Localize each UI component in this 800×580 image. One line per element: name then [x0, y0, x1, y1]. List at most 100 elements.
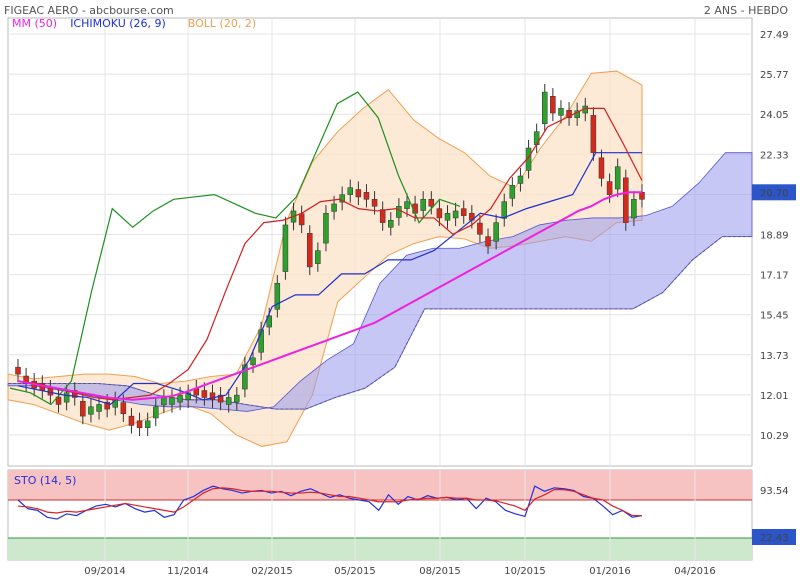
y-tick-label: 17.17	[760, 271, 789, 282]
candle	[104, 401, 110, 410]
ma50-line	[17, 191, 642, 401]
candle	[96, 404, 102, 412]
candle	[428, 199, 435, 207]
candle	[128, 415, 135, 426]
candle	[339, 194, 345, 203]
candle	[371, 199, 378, 207]
candle	[306, 233, 313, 268]
oversold-zone	[8, 538, 752, 560]
candle	[144, 420, 151, 429]
candle	[250, 357, 256, 366]
candle	[266, 315, 272, 328]
legend-entry: BOLL (20, 2)	[188, 17, 256, 30]
candle	[177, 394, 183, 403]
kijun-line	[17, 152, 642, 406]
y-tick-label: 13.73	[760, 351, 789, 362]
x-tick-label: 05/2015	[334, 566, 376, 577]
y-tick-label: 25.77	[760, 70, 789, 81]
candle	[315, 250, 321, 264]
candle	[201, 390, 208, 398]
legend-entry: MM (50)	[12, 17, 57, 30]
candle	[533, 131, 540, 145]
x-tick-label: 02/2015	[251, 566, 293, 577]
x-tick-label: 04/2016	[674, 566, 716, 577]
candle	[234, 394, 240, 403]
candle	[444, 213, 451, 221]
last-value-box	[752, 184, 796, 201]
candle	[136, 420, 143, 429]
sto-panel: 93.5430.00STO (14, 5)22.43	[7, 469, 796, 561]
candle	[63, 392, 70, 403]
candle	[185, 392, 191, 401]
candle	[452, 210, 459, 219]
x-tick-label: 08/2015	[419, 566, 461, 577]
candle	[436, 208, 443, 219]
candle	[550, 95, 556, 114]
y-tick-label: 10.29	[760, 431, 789, 442]
sto-d-line	[17, 487, 642, 517]
candle	[606, 181, 613, 195]
candle	[631, 199, 637, 219]
candle	[347, 187, 354, 195]
candle	[225, 397, 232, 405]
candle	[501, 201, 507, 219]
candle	[639, 192, 645, 200]
candle	[509, 185, 516, 199]
candle	[282, 224, 289, 272]
candle	[379, 209, 386, 223]
candle	[485, 236, 491, 247]
candle	[355, 189, 362, 198]
chart-title: FIGEAC AERO - abcbourse.com	[4, 4, 174, 17]
last-value-label: 20.70	[760, 188, 789, 199]
candle	[120, 402, 127, 415]
sto-legend: STO (14, 5)	[14, 474, 76, 487]
x-tick-label: 09/2014	[84, 566, 126, 577]
candle	[525, 147, 532, 171]
period-label: 2 ANS - HEBDO	[703, 4, 788, 17]
sto-tick-label: 93.54	[760, 486, 789, 497]
candle	[161, 397, 167, 406]
candle	[80, 400, 86, 417]
x-tick-label: 11/2014	[167, 566, 209, 577]
x-tick-label: 10/2015	[504, 566, 546, 577]
candle	[542, 91, 548, 125]
candle	[420, 199, 426, 211]
overbought-zone	[8, 470, 752, 500]
candle	[323, 213, 329, 244]
candle	[258, 329, 264, 353]
candle	[169, 397, 175, 405]
candle	[209, 392, 216, 401]
sto-last-value-box	[752, 529, 796, 545]
candle	[404, 201, 410, 209]
candle	[388, 220, 394, 228]
y-tick-label: 15.45	[760, 311, 789, 322]
candle	[623, 177, 629, 223]
x-tick-label: 01/2016	[589, 566, 631, 577]
candle	[217, 394, 224, 403]
y-tick-label: 18.89	[760, 231, 789, 242]
candle	[363, 192, 370, 200]
main-panel: 27.4925.7724.0522.3320.6118.8917.1715.45…	[7, 17, 796, 577]
candle	[558, 108, 564, 116]
candle	[274, 282, 281, 310]
candle	[242, 364, 248, 390]
y-tick-label: 22.33	[760, 150, 789, 161]
candle	[460, 208, 467, 216]
candle	[331, 203, 337, 212]
y-tick-label: 24.05	[760, 110, 789, 121]
chikou-line	[9, 91, 461, 406]
candle	[614, 166, 621, 190]
senkou-b-line	[8, 236, 752, 410]
candle	[590, 115, 597, 153]
candle	[15, 366, 21, 375]
candle	[396, 206, 402, 218]
candle	[298, 213, 305, 226]
y-tick-label: 12.01	[760, 391, 789, 402]
sto-last-value-label: 22.43	[760, 533, 789, 544]
candle	[153, 406, 159, 419]
candle	[88, 406, 94, 415]
y-tick-label: 27.49	[760, 30, 789, 41]
legend-entry: ICHIMOKU (26, 9)	[70, 17, 166, 30]
candle	[55, 396, 62, 405]
